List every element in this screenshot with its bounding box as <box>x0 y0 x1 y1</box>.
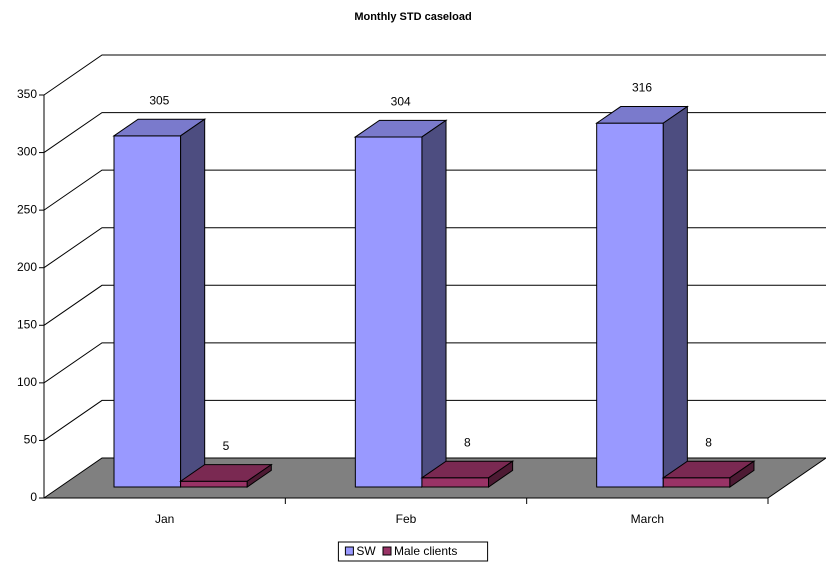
y-tick-label: 100 <box>17 375 37 389</box>
bar <box>420 460 515 488</box>
grid-line <box>43 399 826 441</box>
x-tick-label: Feb <box>396 512 417 526</box>
y-tick-label: 0 <box>30 490 37 504</box>
grid-line <box>43 169 826 211</box>
legend-swatch <box>344 546 354 556</box>
bar-side <box>729 460 755 488</box>
bar <box>179 463 273 488</box>
bar-front <box>596 122 664 488</box>
x-tick-label: Jan <box>155 512 174 526</box>
y-tick-label: 300 <box>17 145 37 159</box>
bar <box>595 105 689 488</box>
bar-front <box>662 477 731 488</box>
bar-front <box>113 135 182 488</box>
y-tick-label: 150 <box>17 317 37 331</box>
value-label: 305 <box>149 93 169 107</box>
bar-side <box>180 118 206 488</box>
bar-front <box>421 477 490 488</box>
y-tick-label: 200 <box>17 260 37 274</box>
grid-line <box>43 112 826 153</box>
grid-line <box>43 54 826 96</box>
value-label: 5 <box>223 439 230 453</box>
legend-label: Male clients <box>394 544 457 558</box>
bar <box>661 460 756 488</box>
value-label: 8 <box>464 435 471 449</box>
bar-side <box>662 105 688 488</box>
y-tick-label: 250 <box>17 202 37 216</box>
legend: SW Male clients <box>337 541 489 562</box>
value-label: 304 <box>391 95 411 109</box>
legend-label: SW <box>356 544 376 558</box>
bar <box>353 119 448 488</box>
bar <box>112 118 207 488</box>
bar-side <box>488 460 514 488</box>
bar-front <box>180 480 248 488</box>
legend-box <box>337 541 489 562</box>
value-label: 316 <box>632 81 652 95</box>
chart-title: Monthly STD caseload <box>354 11 471 23</box>
value-label: 8 <box>705 435 712 449</box>
y-tick-label: 50 <box>24 433 38 447</box>
legend-swatch <box>382 546 392 556</box>
grid-line <box>43 342 826 384</box>
bar-front <box>354 136 423 488</box>
bar-side <box>246 463 272 488</box>
grid-line <box>43 284 826 326</box>
x-tick-label: March <box>631 512 664 526</box>
bar-side <box>421 119 447 488</box>
y-tick-label: 350 <box>17 87 37 101</box>
grid-line <box>43 227 826 269</box>
